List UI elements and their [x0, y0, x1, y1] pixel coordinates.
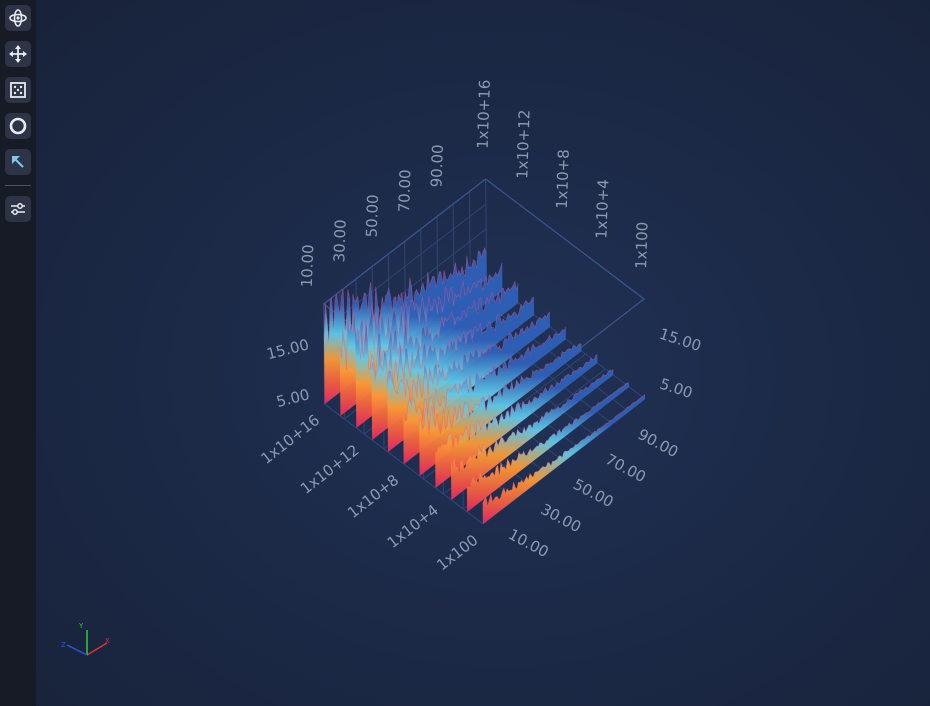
arrow-up-left-icon: [12, 156, 24, 168]
orbit-icon: [9, 9, 27, 27]
sliders-icon: [11, 203, 25, 215]
surface-3d-chart[interactable]: 90.0070.0050.0030.0010.001x10+161x10+121…: [36, 0, 930, 706]
ridge-edge: [482, 394, 646, 507]
z-tick-label: 1x10+12: [297, 441, 363, 498]
z-tick-label: 1x10+12: [513, 109, 533, 179]
y-tick-label: 15.00: [265, 335, 311, 363]
pan-tool-button[interactable]: [5, 41, 31, 67]
gizmo-x-label: X: [105, 637, 110, 645]
z-tick-label: 1x100: [632, 221, 652, 269]
mousewheel-zoom-tool-button[interactable]: [5, 113, 31, 139]
ridge-edge: [450, 369, 614, 473]
move-arrows-icon: [9, 45, 27, 63]
surface-ridge: [450, 369, 614, 500]
y-tick-label: 5.00: [275, 385, 312, 411]
surface-ridge: [435, 354, 598, 488]
x-tick-label: 90.00: [427, 144, 446, 188]
z-tick-label: 1x10+8: [344, 471, 402, 522]
axis-gizmo: X Y Z: [61, 622, 110, 656]
x-tick-label: 90.00: [635, 425, 681, 461]
z-tick-label: 1x10+16: [474, 79, 494, 149]
grid-line: [323, 203, 487, 330]
ridge-edge: [387, 311, 551, 403]
x-tick-label: 50.00: [363, 194, 382, 238]
x-tick-label: 50.00: [570, 475, 616, 511]
surface-ridge: [466, 382, 630, 512]
settings-tool-button[interactable]: [5, 196, 31, 222]
cursor-tool-button[interactable]: [5, 149, 31, 175]
ridge-edge: [355, 280, 519, 377]
z-tick-label: 1x10+4: [592, 179, 612, 239]
y-tick-label: 15.00: [657, 325, 703, 355]
gizmo-x-axis: [86, 642, 108, 656]
zoom-extents-icon: [10, 82, 26, 98]
x-tick-label: 10.00: [298, 244, 317, 288]
z-tick-label: 1x100: [433, 531, 481, 574]
gizmo-z-axis: [66, 644, 88, 656]
surface-ridges: [323, 247, 646, 524]
y-tick-label: 5.00: [658, 375, 695, 402]
ridge-edge: [371, 296, 535, 392]
x-tick-label: 30.00: [330, 219, 349, 263]
surface-ridge: [482, 394, 645, 524]
gizmo-y-label: Y: [78, 622, 84, 630]
ring-icon: [9, 117, 27, 135]
rotate-tool-button[interactable]: [5, 5, 31, 31]
gizmo-z-label: Z: [61, 641, 66, 649]
x-tick-label: 70.00: [395, 169, 414, 213]
toolbar: [0, 0, 37, 706]
toolbar-divider: [5, 185, 31, 186]
zoom-extents-tool-button[interactable]: [5, 77, 31, 103]
chart-canvas[interactable]: 90.00 70.00 50.00 30.00 10.00 1x10+16 1x10+12 1…: [36, 0, 930, 706]
grid-line: [323, 303, 326, 405]
ridge-edge: [403, 326, 566, 423]
ridge-edge: [466, 382, 630, 488]
ridge-edge: [435, 353, 598, 453]
x-tick-label: 70.00: [603, 450, 649, 486]
z-tick-label: 1x10+16: [257, 411, 323, 468]
ridge-edge: [418, 343, 582, 435]
x-tick-label: 10.00: [505, 525, 551, 561]
x-tick-label: 30.00: [538, 500, 584, 536]
z-tick-label: 1x10+8: [553, 149, 573, 209]
z-tick-label: 1x10+4: [384, 501, 442, 552]
